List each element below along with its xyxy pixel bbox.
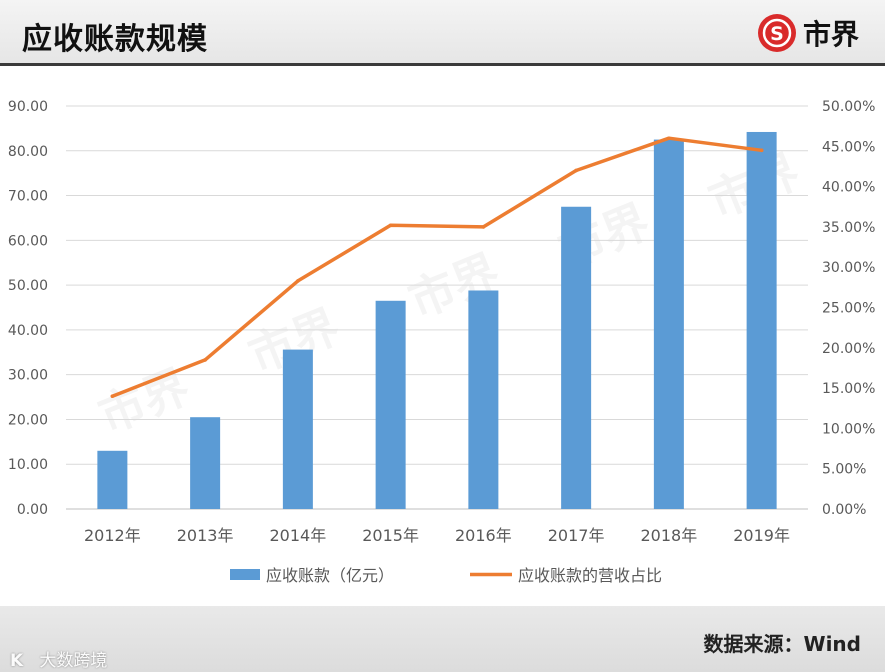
line-point	[203, 358, 207, 362]
brand-logo-ring	[762, 18, 792, 48]
y-left-tick-label: 80.00	[8, 144, 48, 160]
left-axis-ticks: 0.00 10.00 20.00 30.00 40.00 50.00 60.00 70.00 8…	[8, 99, 48, 518]
y-right-tick-label: 5.00%	[822, 462, 866, 478]
line-path	[110, 136, 764, 398]
y-left-tick-label: 50.00	[8, 278, 48, 294]
line-series	[110, 136, 764, 398]
y-right-tick-label: 40.00%	[822, 180, 875, 196]
y-right-tick-label: 45.00%	[822, 139, 875, 155]
y-left-tick-label: 60.00	[8, 233, 48, 249]
y-right-tick-label: 50.00%	[822, 99, 875, 115]
x-tick-label: 2016年	[455, 526, 512, 545]
y-right-tick-label: 30.00%	[822, 260, 875, 276]
watermark-text-0: 市界	[91, 359, 197, 444]
line-point	[296, 279, 300, 283]
y-left-tick-label: 70.00	[8, 189, 48, 205]
legend-label-bar: 应收账款（亿元）	[266, 566, 394, 585]
y-right-tick-label: 0.00%	[822, 502, 866, 518]
bar-series	[97, 131, 777, 509]
credit-text: 大数跨境	[39, 651, 108, 671]
x-tick-label: 2017年	[548, 526, 605, 545]
page-title: 应收账款规模	[22, 22, 208, 57]
bar	[561, 206, 592, 509]
brand: S 市界	[757, 12, 859, 54]
line-point	[574, 168, 578, 173]
y-left-tick-label: 90.00	[8, 99, 48, 115]
y-left-tick-label: 20.00	[8, 412, 48, 428]
y-right-tick-label: 15.00%	[822, 381, 875, 397]
bar	[746, 131, 777, 509]
x-axis-ticks: 2012年 2013年 2014年 2015年 2016年 2017年 2018年 2019年	[84, 526, 790, 545]
brand-logo-icon: S	[757, 14, 796, 52]
line-point	[110, 394, 115, 398]
y-right-tick-label: 35.00%	[822, 220, 875, 236]
legend-swatch-bar	[230, 569, 260, 580]
legend: 应收账款（亿元） 应收账款的营收占比	[230, 566, 662, 585]
brand-name: 市界	[802, 18, 859, 51]
x-tick-label: 2014年	[270, 526, 327, 545]
x-tick-label: 2013年	[177, 526, 234, 545]
y-left-tick-label: 40.00	[8, 323, 48, 339]
bar	[653, 139, 684, 509]
bar	[375, 300, 406, 509]
line-point	[759, 148, 764, 153]
line-point	[481, 225, 486, 229]
footer-bar: K 大数跨境 数据来源：Wind	[0, 606, 885, 672]
right-axis-ticks: 0.00% 5.00% 10.00% 15.00% 20.00% 25.00% 30.00%…	[822, 99, 875, 518]
y-left-tick-label: 0.00	[17, 502, 48, 518]
y-left-tick-label: 30.00	[8, 368, 48, 384]
bar	[97, 450, 128, 509]
y-left-tick-label: 10.00	[8, 457, 48, 473]
x-tick-label: 2015年	[362, 526, 419, 545]
x-tick-label: 2018年	[641, 526, 698, 545]
bar	[282, 349, 313, 509]
gridlines	[66, 105, 808, 510]
brand-logo-letter: S	[770, 23, 784, 45]
line-point	[388, 223, 393, 228]
y-right-tick-label: 20.00%	[822, 341, 875, 357]
source-note: 数据来源：Wind	[703, 632, 861, 656]
credit-mark-icon: K	[10, 651, 24, 671]
line-point	[667, 136, 671, 141]
legend-label-line: 应收账款的营收占比	[518, 566, 662, 585]
bar	[468, 290, 499, 509]
bar	[190, 417, 221, 509]
y-right-tick-label: 10.00%	[822, 421, 875, 437]
header-bar: 应收账款规模 S 市界	[0, 0, 885, 66]
x-tick-label: 2019年	[733, 526, 790, 545]
x-tick-label: 2012年	[84, 526, 141, 545]
credit-watermark: K 大数跨境	[10, 646, 107, 671]
y-right-tick-label: 25.00%	[822, 301, 875, 317]
